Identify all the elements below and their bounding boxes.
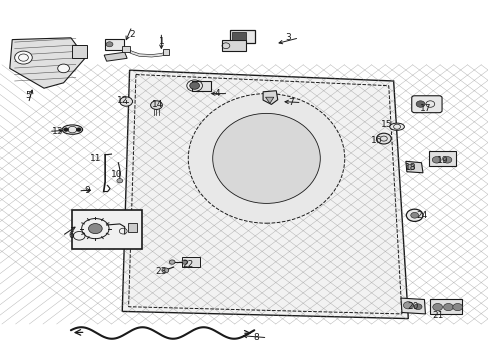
Text: 2: 2 <box>129 30 135 39</box>
Circle shape <box>120 97 132 106</box>
Text: 7: 7 <box>287 98 293 107</box>
Bar <box>429 299 461 314</box>
Circle shape <box>106 42 113 47</box>
Circle shape <box>150 101 162 109</box>
Bar <box>192 81 210 91</box>
Circle shape <box>58 64 69 73</box>
Text: 3: 3 <box>285 33 291 42</box>
Polygon shape <box>10 38 85 88</box>
Bar <box>229 30 255 43</box>
Circle shape <box>15 51 32 64</box>
Text: 4: 4 <box>214 89 220 98</box>
Bar <box>72 210 142 249</box>
Bar <box>222 40 245 51</box>
Ellipse shape <box>389 123 404 130</box>
Polygon shape <box>400 298 425 314</box>
Bar <box>128 223 137 232</box>
Circle shape <box>189 82 199 89</box>
Circle shape <box>432 303 442 311</box>
Circle shape <box>182 260 187 264</box>
Text: 9: 9 <box>84 186 90 195</box>
Text: 15: 15 <box>380 120 391 129</box>
Ellipse shape <box>188 94 344 223</box>
Circle shape <box>413 304 421 310</box>
Bar <box>122 46 129 52</box>
Bar <box>163 49 169 55</box>
Text: 8: 8 <box>253 333 259 342</box>
Bar <box>72 45 87 58</box>
Circle shape <box>169 260 175 264</box>
Polygon shape <box>122 70 407 319</box>
Text: 16: 16 <box>370 136 382 145</box>
Text: 13: 13 <box>52 127 63 136</box>
Bar <box>428 151 455 166</box>
Text: 10: 10 <box>110 170 122 179</box>
Circle shape <box>406 209 422 221</box>
Ellipse shape <box>62 125 82 134</box>
Text: 21: 21 <box>431 310 443 320</box>
Text: 6: 6 <box>68 231 74 240</box>
Circle shape <box>443 303 452 311</box>
Text: 22: 22 <box>182 260 194 269</box>
Circle shape <box>406 164 414 170</box>
Bar <box>182 257 200 267</box>
Circle shape <box>76 128 81 131</box>
FancyBboxPatch shape <box>411 96 441 113</box>
Circle shape <box>403 302 412 309</box>
Text: 1: 1 <box>158 37 164 46</box>
Text: 14: 14 <box>151 100 163 109</box>
Bar <box>232 32 245 40</box>
Circle shape <box>376 133 390 144</box>
Text: 19: 19 <box>436 156 447 165</box>
Circle shape <box>415 101 424 107</box>
Text: 18: 18 <box>404 163 416 172</box>
Polygon shape <box>405 161 422 173</box>
Text: 11: 11 <box>89 154 101 163</box>
Circle shape <box>117 179 122 183</box>
Text: 23: 23 <box>155 267 167 276</box>
Ellipse shape <box>212 113 320 203</box>
Text: 17: 17 <box>419 104 430 112</box>
Polygon shape <box>265 97 273 103</box>
Text: 5: 5 <box>25 91 31 100</box>
Bar <box>105 39 123 50</box>
Text: 20: 20 <box>407 302 418 311</box>
Polygon shape <box>263 91 277 104</box>
Polygon shape <box>122 70 407 319</box>
Circle shape <box>452 303 462 311</box>
Circle shape <box>88 224 102 234</box>
Polygon shape <box>104 52 127 61</box>
Circle shape <box>63 128 68 131</box>
Text: 24: 24 <box>415 211 427 220</box>
Text: 12: 12 <box>116 96 128 105</box>
Circle shape <box>162 268 168 273</box>
Circle shape <box>410 212 418 218</box>
Circle shape <box>431 157 440 163</box>
Circle shape <box>442 157 451 163</box>
